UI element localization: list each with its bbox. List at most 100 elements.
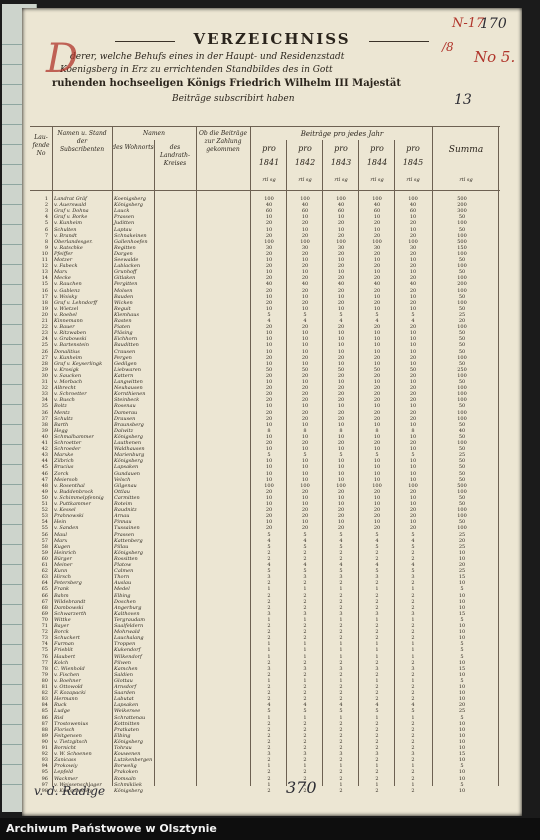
yearly-contribution: 30 (337, 244, 345, 251)
row-total: 25 (458, 311, 466, 318)
subscriber-name: v. Kessel (54, 507, 76, 514)
yearly-contribution: 10 (301, 476, 309, 483)
subscriber-name: Mentz (54, 409, 70, 416)
yearly-contribution: 2 (375, 720, 379, 727)
row-total: 40 (458, 427, 466, 434)
yearly-contribution: 3 (303, 751, 307, 758)
header-line-4: Beiträge subscribirt haben (172, 94, 295, 104)
row-number: 64 (41, 580, 48, 587)
row-number: 60 (41, 555, 48, 562)
residence: Rossitten (114, 555, 138, 562)
yearly-contribution: 2 (267, 598, 271, 605)
yearly-contribution: 10 (373, 403, 381, 410)
yearly-contribution: 10 (265, 360, 273, 367)
row-total: 10 (458, 732, 466, 739)
yearly-contribution: 5 (375, 452, 379, 459)
yearly-contribution: 10 (409, 214, 417, 221)
col-header-contributions: Beiträge pro jedes Jahr (300, 130, 384, 138)
yearly-contribution: 2 (339, 738, 343, 745)
subscriber-name: Zorck (54, 470, 69, 477)
sheet-rule (2, 624, 36, 625)
table-row: 71 Bayer Saalfeldern 2 2 2 2 2 10 (30, 623, 500, 630)
header-line-2: Koenigsberg in Erz zu errichtenden Stand… (60, 65, 333, 75)
yearly-contribution: 1 (375, 647, 379, 654)
row-total: 10 (458, 690, 466, 697)
row-number: 77 (41, 659, 48, 666)
year-pro-label: pro (334, 144, 348, 153)
residence: Elbing (114, 592, 131, 599)
row-number: 48 (41, 482, 48, 489)
yearly-contribution: 20 (265, 372, 273, 379)
subscriber-name: Graf v. Dohna (54, 208, 89, 215)
yearly-contribution: 2 (339, 745, 343, 751)
yearly-contribution: 3 (339, 610, 343, 617)
subscriber-name: Schroeder (54, 446, 81, 453)
yearly-contribution: 20 (265, 250, 273, 257)
table-row: 42 Schroeder Waldhausen 10 10 10 10 10 50 (30, 446, 500, 453)
subscriber-name: Schuckert (54, 635, 80, 642)
yearly-contribution: 2 (411, 635, 415, 642)
table-row: 80 v. Boehner Glottau 1 1 1 1 1 5 (30, 678, 500, 685)
row-total: 100 (457, 409, 467, 416)
col-header-number: Lau- fende No (32, 134, 50, 157)
yearly-contribution: 2 (267, 549, 271, 556)
yearly-contribution: 1 (411, 677, 415, 684)
row-number: 87 (41, 720, 48, 727)
subscriber-name: v. W. Schoenen (54, 751, 92, 758)
yearly-contribution: 20 (337, 488, 345, 495)
sheet-rule (2, 564, 36, 565)
yearly-contribution: 8 (411, 427, 415, 434)
row-number: 68 (41, 604, 48, 611)
yearly-contribution: 10 (301, 379, 309, 385)
yearly-contribution: 40 (373, 281, 381, 288)
yearly-contribution: 60 (409, 208, 417, 215)
table-row: 13 Marx Grunhoff 10 10 10 10 10 50 (30, 269, 500, 276)
subscriber-name: Frieblit (54, 647, 73, 654)
yearly-contribution: 10 (337, 336, 345, 343)
table-row: 10 Pfeiffer Dargen 20 20 20 20 20 100 (30, 251, 500, 258)
yearly-contribution: 2 (303, 757, 307, 764)
subscriber-name: Prokowiy (54, 763, 78, 770)
yearly-contribution: 10 (373, 519, 381, 526)
row-total: 100 (457, 415, 467, 422)
yearly-contribution: 2 (303, 769, 307, 776)
yearly-contribution: 1 (411, 647, 415, 654)
yearly-contribution: 2 (411, 769, 415, 776)
row-total: 50 (458, 330, 466, 337)
subscriber-name: Hegg (54, 427, 68, 434)
subscriber-name: Feitgensen (54, 732, 82, 739)
row-number: 89 (41, 732, 48, 739)
row-number: 2 (44, 202, 48, 209)
document-title: VERZEICHNISS (115, 30, 429, 50)
yearly-contribution: 40 (301, 281, 309, 288)
yearly-contribution: 2 (411, 738, 415, 745)
subscriber-name: Brucius (54, 464, 74, 471)
row-number: 80 (41, 677, 48, 684)
table-row: 93 Zanicass Lutzkenbergen 2 2 2 2 2 10 (30, 757, 500, 764)
subscriber-name: v. Tietzgitsch (54, 738, 88, 745)
yearly-contribution: 1 (267, 763, 271, 770)
yearly-contribution: 4 (411, 702, 415, 709)
row-number: 69 (41, 610, 48, 617)
row-number: 56 (41, 531, 48, 538)
row-total: 50 (458, 519, 466, 526)
yearly-contribution: 8 (375, 427, 379, 434)
residence: Pinnau (114, 519, 132, 526)
subscriber-name: v. Sanden (54, 525, 79, 532)
table-row: 17 v. Woisky Bauden 10 10 10 10 10 50 (30, 294, 500, 301)
subscriber-name: Trostowenius (54, 720, 89, 727)
table-row: 37 Schultz Drausen 20 20 20 20 20 100 (30, 416, 500, 423)
sheet-rule (2, 504, 36, 505)
residence: Ottlau (114, 488, 130, 495)
table-row: 62 Kunn Calmen 5 5 5 5 5 25 (30, 568, 500, 575)
subscriber-name: Hirsch (54, 574, 71, 581)
table-row: 56 Maul Prassen 5 5 5 5 5 25 (30, 532, 500, 539)
yearly-contribution: 10 (409, 305, 417, 312)
yearly-contribution: 20 (301, 287, 309, 294)
subscriber-name: v. Buddenbrock (54, 488, 94, 495)
residence: Arnau (114, 513, 130, 520)
yearly-contribution: 2 (303, 696, 307, 703)
residence: Juditten (114, 220, 135, 227)
row-number: 13 (41, 269, 48, 276)
yearly-contribution: 20 (265, 385, 273, 392)
